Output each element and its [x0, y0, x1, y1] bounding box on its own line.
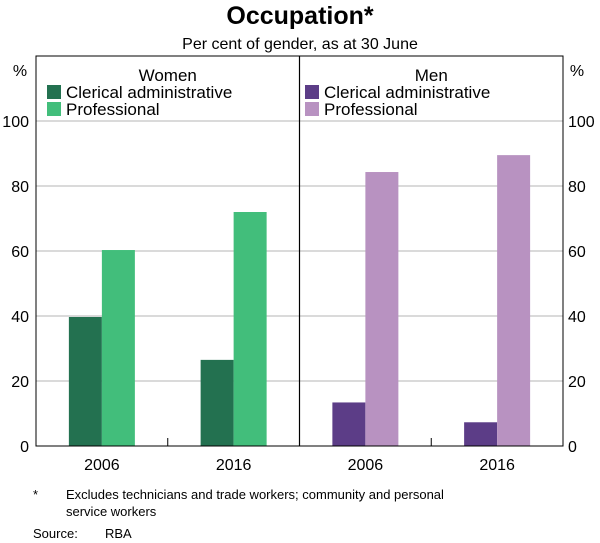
- y-tick-label-left: 40: [11, 309, 29, 326]
- bar-women-2016-0: [200, 359, 234, 446]
- x-tick-label: 2006: [84, 457, 120, 474]
- right-axis-unit: %: [570, 63, 584, 80]
- y-tick-label-right: 100: [568, 114, 595, 131]
- plot-area: 0 0 20 20 40 40 60 60 80 80 100 100 2006 2016 2006 2016…: [2, 55, 595, 474]
- bar-women-2006-1: [101, 250, 135, 446]
- y-tick-label-right: 40: [568, 309, 586, 326]
- bar-women-2006-0: [68, 316, 102, 446]
- legend-swatch: [47, 102, 61, 116]
- y-tick-label-left: 20: [11, 374, 29, 391]
- legend-label: Professional: [66, 100, 160, 119]
- footnote-marker: *: [33, 487, 38, 502]
- y-tick-label-right: 0: [568, 439, 577, 456]
- bar-men-2016-1: [497, 155, 531, 446]
- bar-men-2006-1: [365, 172, 399, 446]
- y-tick-label-left: 60: [11, 244, 29, 261]
- legend-swatch: [305, 85, 319, 99]
- source-value: RBA: [105, 526, 132, 541]
- x-tick-label: 2016: [216, 457, 252, 474]
- bar-women-2016-1: [233, 212, 267, 446]
- panel-title: Men: [415, 66, 448, 85]
- bar-men-2016-0: [464, 422, 498, 446]
- legend-label: Clerical administrative: [66, 83, 232, 102]
- panel-title: Women: [139, 66, 197, 85]
- bar-men-2006-0: [332, 402, 366, 446]
- y-tick-label-left: 0: [20, 439, 29, 456]
- legend-swatch: [47, 85, 61, 99]
- y-tick-label-left: 100: [2, 114, 29, 131]
- x-tick-label: 2006: [348, 457, 384, 474]
- legend-label: Clerical administrative: [324, 83, 490, 102]
- chart-subtitle: Per cent of gender, as at 30 June: [182, 36, 418, 53]
- y-tick-label-right: 80: [568, 179, 586, 196]
- y-tick-label-right: 20: [568, 374, 586, 391]
- x-tick-label: 2016: [479, 457, 515, 474]
- footnote-line-2: service workers: [66, 504, 157, 519]
- left-axis-unit: %: [13, 63, 27, 80]
- chart-title: Occupation*: [226, 2, 374, 30]
- y-tick-label-right: 60: [568, 244, 586, 261]
- legend-label: Professional: [324, 100, 418, 119]
- y-tick-label-left: 80: [11, 179, 29, 196]
- legend-swatch: [305, 102, 319, 116]
- footnote-line-1: Excludes technicians and trade workers; …: [66, 487, 444, 502]
- source-label: Source:: [33, 526, 78, 541]
